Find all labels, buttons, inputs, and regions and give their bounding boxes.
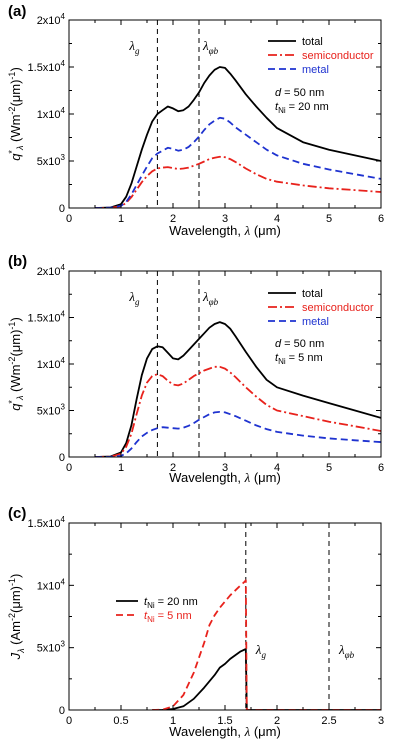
legend-label-1: semiconductor (302, 50, 374, 62)
plot-frame (68, 522, 382, 711)
y-tick-label: 0 (59, 452, 65, 464)
y-tick-label: 1x104 (37, 577, 66, 592)
legend-label-1: semiconductor (302, 302, 374, 314)
x-tick-label: 0.5 (113, 715, 128, 727)
y-axis-label: q*λ (Wm-2(μm)-1) (7, 67, 25, 161)
y-tick-label: 1.5x104 (28, 515, 66, 530)
x-tick-label: 2 (170, 213, 176, 225)
marker-label-lambda-phib: λφb (202, 289, 219, 307)
marker-label-lambda-g: λg (255, 642, 267, 660)
series-line-2 (94, 116, 381, 208)
series-line-0 (94, 321, 381, 457)
panel-label: (c) (8, 505, 26, 522)
x-axis-label: Wavelength, λ (μm) (169, 724, 281, 739)
legend-label-2: metal (302, 64, 329, 76)
x-tick-label: 0 (66, 715, 72, 727)
x-axis-label: Wavelength, λ (μm) (169, 470, 281, 485)
annotation-line-1: tNi = 5 nm (275, 352, 323, 366)
series-line-1 (94, 155, 381, 208)
y-tick-label: 0 (59, 705, 65, 717)
annotation-line-0: d = 50 nm (275, 87, 324, 99)
legend-label-1: tNi = 5 nm (144, 610, 192, 624)
panel-c: (c) 0 0.5 1 1.5 2 2.5 3 0 5x103 1x104 1.5x104 Wavele… (7, 505, 384, 739)
panel-label: (a) (8, 3, 26, 20)
x-tick-label: 5 (326, 213, 332, 225)
legend-label-0: total (302, 36, 323, 48)
plot-frame (68, 270, 382, 458)
x-tick-label: 3 (222, 462, 228, 474)
legend-label-2: metal (302, 316, 329, 328)
marker-label-lambda-phib: λφb (338, 642, 355, 660)
annotation-line-1: tNi = 20 nm (275, 101, 329, 115)
panel-label: (b) (8, 253, 27, 270)
x-tick-label: 0 (66, 213, 72, 225)
x-tick-label: 4 (274, 462, 280, 474)
x-tick-label: 6 (378, 462, 384, 474)
y-tick-label: 1x104 (37, 106, 66, 121)
series-line-1 (94, 365, 381, 457)
y-axis-label: Jλ (Am-2(μm)-1) (7, 574, 26, 661)
x-tick-label: 1 (170, 715, 176, 727)
marker-label-lambda-phib: λφb (202, 38, 219, 56)
legend-label-0: tNi = 20 nm (144, 596, 198, 610)
x-tick-label: 3 (378, 715, 384, 727)
legend-label-0: total (302, 288, 323, 300)
y-tick-label: 1x104 (37, 356, 66, 371)
x-tick-label: 3 (222, 213, 228, 225)
series-line-0 (152, 648, 381, 710)
x-tick-label: 2 (170, 462, 176, 474)
x-tick-label: 1 (118, 462, 124, 474)
marker-label-lambda-g: λg (128, 38, 140, 56)
x-tick-label: 4 (274, 213, 280, 225)
x-tick-label: 5 (326, 462, 332, 474)
panel-b: (b) 0 1 2 3 4 5 6 0 5x103 1x104 1.5x104 2x104 Wavelen… (7, 253, 384, 485)
y-tick-label: 1.5x104 (28, 310, 66, 325)
panel-a: (a) 0 1 2 3 4 5 6 0 5x103 1x104 1.5x104 2x104 Wavelen… (7, 3, 384, 238)
series-line-2 (94, 411, 381, 457)
y-tick-label: 1.5x104 (28, 59, 66, 74)
series-line-1 (152, 579, 381, 710)
x-axis-label: Wavelength, λ (μm) (169, 223, 281, 238)
annotation-line-0: d = 50 nm (275, 338, 324, 350)
x-tick-label: 0 (66, 462, 72, 474)
y-tick-label: 5x103 (37, 640, 66, 655)
x-tick-label: 2 (274, 715, 280, 727)
x-tick-label: 6 (378, 213, 384, 225)
x-tick-label: 1.5 (217, 715, 232, 727)
y-tick-label: 5x103 (37, 403, 66, 418)
y-tick-label: 2x104 (37, 263, 66, 278)
x-tick-label: 1 (118, 213, 124, 225)
y-tick-label: 0 (59, 203, 65, 215)
legend: total semiconductor metal (268, 288, 374, 328)
y-axis-label: q*λ (Wm-2(μm)-1) (7, 317, 25, 411)
legend: total semiconductor metal (268, 36, 374, 76)
x-tick-label: 2.5 (321, 715, 336, 727)
y-tick-label: 5x103 (37, 153, 66, 168)
plot-frame (68, 19, 382, 209)
marker-label-lambda-g: λg (128, 289, 140, 307)
y-tick-label: 2x104 (37, 12, 66, 27)
series-line-0 (94, 66, 381, 208)
